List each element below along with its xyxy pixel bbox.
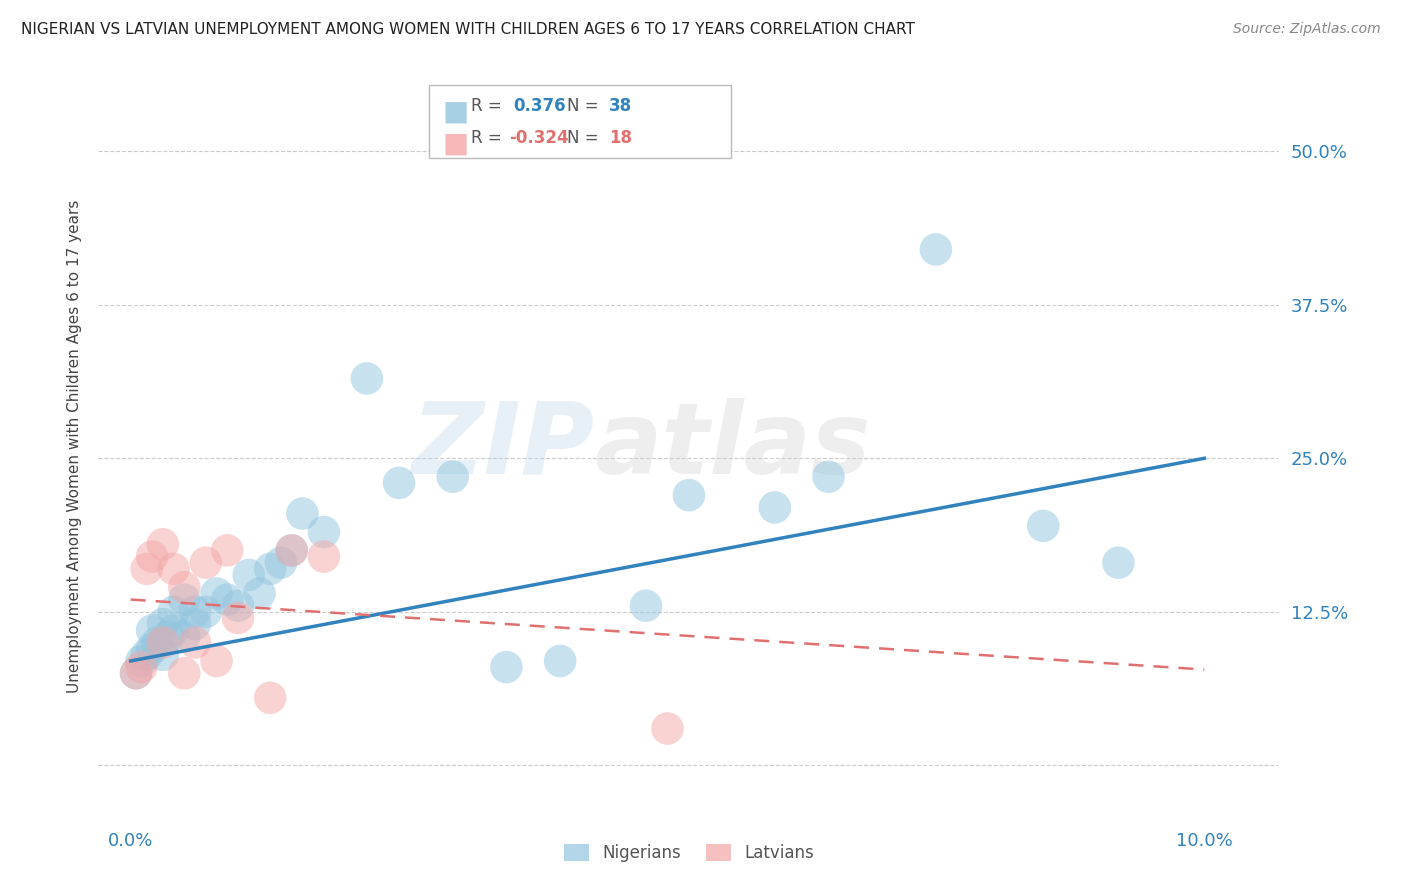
Point <box>249 586 271 600</box>
Point <box>131 654 153 668</box>
Point <box>205 586 228 600</box>
Text: ■: ■ <box>443 97 470 125</box>
Point <box>280 543 302 558</box>
Point <box>162 562 184 576</box>
Text: atlas: atlas <box>595 398 870 494</box>
Y-axis label: Unemployment Among Women with Children Ages 6 to 17 years: Unemployment Among Women with Children A… <box>66 199 82 693</box>
Point <box>217 543 239 558</box>
Text: NIGERIAN VS LATVIAN UNEMPLOYMENT AMONG WOMEN WITH CHILDREN AGES 6 TO 17 YEARS CO: NIGERIAN VS LATVIAN UNEMPLOYMENT AMONG W… <box>21 22 915 37</box>
Text: N =: N = <box>567 129 603 147</box>
Point <box>657 722 679 736</box>
Point <box>135 562 157 576</box>
Point <box>441 469 464 483</box>
Point <box>141 624 163 638</box>
Point <box>356 371 378 385</box>
Point <box>173 629 195 643</box>
Point <box>173 666 195 681</box>
Point <box>259 690 281 705</box>
Point <box>141 549 163 564</box>
Point <box>125 666 148 681</box>
Point <box>925 243 948 257</box>
Point <box>131 660 153 674</box>
Point <box>495 660 517 674</box>
Point <box>1032 519 1054 533</box>
Point <box>312 549 335 564</box>
Point <box>194 556 217 570</box>
Text: 38: 38 <box>609 97 631 115</box>
Text: N =: N = <box>567 97 603 115</box>
Point <box>205 654 228 668</box>
Point <box>162 605 184 619</box>
Point <box>125 666 148 681</box>
Point <box>388 475 411 490</box>
Point <box>152 617 174 632</box>
Text: 18: 18 <box>609 129 631 147</box>
Point <box>184 635 207 649</box>
Point <box>634 599 657 613</box>
Point <box>548 654 571 668</box>
Point <box>763 500 786 515</box>
Point <box>280 543 302 558</box>
Point <box>173 592 195 607</box>
Point <box>135 648 157 662</box>
Point <box>146 635 169 649</box>
Point <box>194 605 217 619</box>
Text: ZIP: ZIP <box>412 398 595 494</box>
Legend: Nigerians, Latvians: Nigerians, Latvians <box>557 837 821 869</box>
Point <box>226 611 249 625</box>
Point <box>1107 556 1129 570</box>
Point <box>152 537 174 551</box>
Point <box>817 469 839 483</box>
Text: ■: ■ <box>443 129 470 157</box>
Point <box>238 568 260 582</box>
Text: -0.324: -0.324 <box>509 129 568 147</box>
Text: R =: R = <box>471 97 508 115</box>
Point <box>226 599 249 613</box>
Point <box>162 624 184 638</box>
Point <box>173 580 195 594</box>
Point <box>678 488 700 502</box>
Point <box>259 562 281 576</box>
Point <box>141 641 163 656</box>
Point <box>270 556 292 570</box>
Point <box>152 648 174 662</box>
Point <box>184 617 207 632</box>
Text: Source: ZipAtlas.com: Source: ZipAtlas.com <box>1233 22 1381 37</box>
Point <box>152 635 174 649</box>
Point <box>157 629 180 643</box>
Point <box>217 592 239 607</box>
Point <box>312 524 335 539</box>
Text: R =: R = <box>471 129 508 147</box>
Text: 0.376: 0.376 <box>513 97 565 115</box>
Point <box>291 507 314 521</box>
Point <box>184 605 207 619</box>
